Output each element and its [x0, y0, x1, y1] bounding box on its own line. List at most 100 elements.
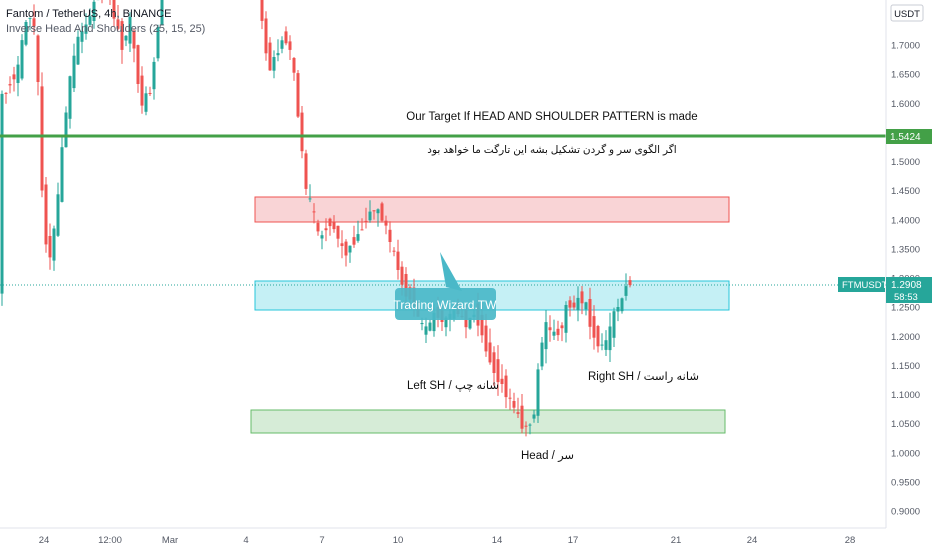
candle-down [149, 93, 152, 94]
candle-up [277, 53, 280, 55]
head-label: Head / سر [521, 450, 574, 463]
head-support-zone[interactable] [251, 410, 725, 433]
candle-down [629, 280, 632, 285]
candle-down [261, 0, 264, 21]
y-tick-label: 1.0000 [891, 448, 920, 459]
candle-down [301, 113, 304, 152]
candle-down [305, 153, 308, 189]
x-tick-label: 24 [39, 535, 50, 546]
target-price-tag-text: 1.5424 [890, 132, 921, 143]
candle-up [425, 326, 428, 334]
y-tick-label: 0.9500 [891, 477, 920, 488]
candle-up [65, 113, 68, 148]
candle-up [577, 298, 580, 310]
candle-down [381, 203, 384, 220]
x-tick-label: 17 [568, 535, 579, 546]
y-tick-label: 1.6000 [891, 99, 920, 110]
currency-button[interactable]: USDT [891, 5, 923, 21]
candle-up [377, 209, 380, 213]
candle-down [41, 86, 44, 190]
candle-down [345, 242, 348, 256]
time-axis[interactable] [0, 528, 932, 550]
callout-text: Trading Wizard.TW [394, 298, 498, 312]
candle-up [77, 37, 80, 65]
candle-up [621, 298, 624, 311]
x-tick-label: 4 [243, 535, 248, 546]
candle-up [429, 323, 432, 331]
candle-up [153, 62, 156, 89]
candle-up [565, 305, 568, 333]
candle-up [605, 340, 608, 350]
right-shoulder-label: Right SH / شانه راست [588, 371, 699, 384]
resistance-zone[interactable] [255, 197, 729, 222]
x-tick-label: 7 [319, 535, 324, 546]
candle-up [613, 311, 616, 338]
y-tick-label: 1.6500 [891, 70, 920, 81]
candle-down [37, 36, 40, 83]
candle-down [581, 291, 584, 303]
x-tick-label: 28 [845, 535, 856, 546]
candle-up [125, 36, 128, 41]
x-tick-label: 12:00 [98, 535, 122, 546]
candle-down [269, 43, 272, 71]
x-tick-label: 14 [492, 535, 503, 546]
candle-down [49, 236, 52, 257]
candle-down [557, 329, 560, 335]
candle-down [325, 228, 328, 230]
x-tick-label: 24 [747, 535, 758, 546]
candle-up [625, 286, 628, 296]
candle-down [45, 185, 48, 245]
candle-up [533, 415, 536, 419]
candle-up [537, 369, 540, 415]
candle-down [401, 267, 404, 285]
candle-up [69, 76, 72, 119]
candle-down [501, 379, 504, 384]
candle-up [609, 327, 612, 351]
candle-down [317, 223, 320, 232]
candle-up [1, 94, 4, 294]
indicator-label: Inverse Head And Shoulders (25, 15, 25) [6, 23, 205, 35]
y-tick-label: 1.3500 [891, 244, 920, 255]
x-tick-label: Mar [162, 535, 178, 546]
candle-up [281, 40, 284, 49]
candle-up [145, 93, 148, 112]
left-shoulder-label: Left SH / شانه چپ [407, 380, 499, 392]
target-price-tag: 1.5424 [886, 129, 932, 144]
candle-down [365, 221, 368, 222]
candle-up [73, 56, 76, 88]
candle-up [545, 322, 548, 349]
candle-up [17, 65, 20, 83]
candle-up [273, 57, 276, 71]
candle-down [361, 229, 364, 230]
candle-down [513, 401, 516, 408]
candle-down [509, 398, 512, 399]
candle-up [617, 307, 620, 312]
y-tick-label: 1.1500 [891, 361, 920, 372]
candle-up [585, 302, 588, 309]
y-tick-label: 1.4000 [891, 215, 920, 226]
y-tick-label: 1.2000 [891, 332, 920, 343]
x-tick-label: 21 [671, 535, 682, 546]
candle-down [285, 31, 288, 43]
candle-down [353, 237, 356, 245]
candle-down [597, 326, 600, 346]
candle-up [601, 345, 604, 346]
y-tick-label: 0.9000 [891, 507, 920, 518]
candle-down [265, 19, 268, 54]
currency-button-label: USDT [894, 9, 920, 20]
candle-down [9, 84, 12, 85]
candle-up [529, 425, 532, 426]
candle-up [61, 147, 64, 202]
candle-down [137, 45, 140, 84]
candle-down [589, 299, 592, 327]
candle-down [549, 327, 552, 330]
chart-title: Fantom / TetherUS, 4h, BINANCE [6, 8, 171, 20]
price-tag-countdown: 58:53 [894, 292, 918, 303]
candle-down [393, 251, 396, 252]
candle-up [349, 246, 352, 253]
candle-up [369, 212, 372, 221]
y-tick-label: 1.2500 [891, 303, 920, 314]
candle-down [397, 252, 400, 270]
